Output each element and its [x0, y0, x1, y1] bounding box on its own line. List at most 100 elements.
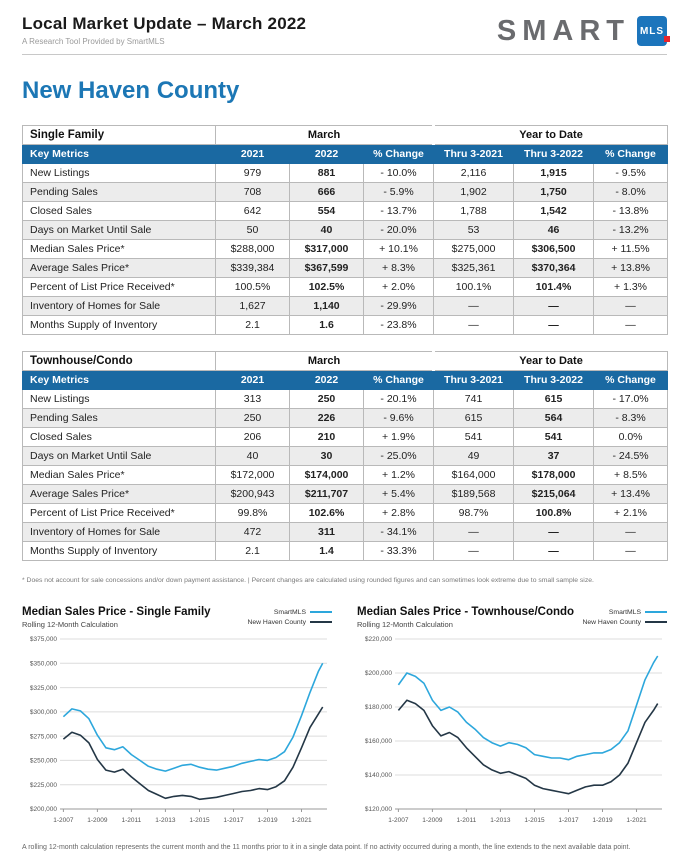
legend-item-smartmls: SmartMLS [247, 607, 332, 617]
report-title-block: Local Market Update – March 2022 A Resea… [22, 14, 306, 46]
value-cell: 250 [215, 408, 290, 428]
table-row: Days on Market Until Sale 50 40- 20.0% 53 46… [22, 220, 669, 240]
value-cell: 0.0% [593, 427, 669, 447]
legend-line-swatch [645, 611, 667, 613]
legend-label: SmartMLS [608, 608, 641, 616]
metric-name-cell: Median Sales Price* [22, 239, 216, 259]
value-cell: 313 [215, 389, 290, 409]
svg-text:$225,000: $225,000 [30, 782, 57, 789]
svg-text:$350,000: $350,000 [30, 661, 57, 668]
column-header: Thru 3-2022 [513, 144, 595, 164]
value-cell: + 13.4% [593, 484, 669, 504]
logo-mls-box: MLS [637, 16, 670, 46]
value-cell: + 2.1% [593, 503, 669, 523]
table-row: New Listings 313 250- 20.1% 741 615- 17.0% [22, 389, 669, 409]
smartmls-logo: SMART MLS [497, 16, 670, 46]
bottom-footnote: A rolling 12-month calculation represent… [22, 844, 631, 851]
column-header: % Change [362, 144, 435, 164]
value-cell: 1,542 [513, 201, 595, 221]
svg-text:$275,000: $275,000 [30, 733, 57, 740]
column-header: % Change [362, 370, 435, 390]
svg-text:1-2015: 1-2015 [524, 817, 545, 824]
table-row: Days on Market Until Sale 40 30- 25.0% 49 37… [22, 446, 669, 466]
table-row: Pending Sales 708 666- 5.9% 1,902 1,750- 8.0… [22, 182, 669, 202]
svg-text:$140,000: $140,000 [365, 772, 392, 779]
value-cell: 46 [513, 220, 595, 240]
value-cell: 2,116 [433, 163, 515, 183]
svg-text:$200,000: $200,000 [30, 806, 57, 813]
chart-canvas: $120,000 $140,000 $160,000 $180,000 $200,000… [365, 636, 662, 824]
value-cell: 100.1% [433, 277, 515, 297]
legend-line-swatch [645, 621, 667, 623]
table-section-title: Single Family [22, 125, 216, 145]
chart-median-sales-price-single-family: Median Sales Price - Single Family Rollin… [22, 606, 332, 830]
group-header-ytd: Year to Date [432, 351, 669, 371]
value-cell: — [433, 296, 515, 316]
value-cell: 206 [215, 427, 290, 447]
value-cell: 708 [215, 182, 290, 202]
value-cell: - 9.6% [362, 408, 435, 428]
metric-name-cell: Closed Sales [22, 201, 216, 221]
value-cell: 1,627 [215, 296, 290, 316]
value-cell: - 20.1% [362, 389, 435, 409]
value-cell: - 10.0% [362, 163, 435, 183]
value-cell: - 8.3% [593, 408, 669, 428]
value-cell: 102.6% [289, 503, 364, 523]
metric-name-cell: Percent of List Price Received* [22, 503, 216, 523]
value-cell: + 1.9% [362, 427, 435, 447]
tables-section: Single Family March Year to Date Key Metric… [22, 125, 669, 561]
svg-text:1-2007: 1-2007 [53, 817, 74, 824]
table-row: Inventory of Homes for Sale 1,627 1,140- 2… [22, 296, 669, 316]
column-header: % Change [593, 370, 669, 390]
svg-text:1-2007: 1-2007 [388, 817, 409, 824]
svg-text:$160,000: $160,000 [365, 738, 392, 745]
value-cell: + 2.0% [362, 277, 435, 297]
series-line-smartmls [62, 662, 324, 772]
value-cell: 1,140 [289, 296, 364, 316]
legend-label: New Haven County [582, 618, 641, 626]
value-cell: 49 [433, 446, 515, 466]
svg-text:1-2019: 1-2019 [592, 817, 613, 824]
value-cell: 979 [215, 163, 290, 183]
report-title: Local Market Update – March 2022 [22, 14, 307, 33]
value-cell: 40 [215, 446, 290, 466]
value-cell: 311 [289, 522, 364, 542]
metric-name-cell: Closed Sales [22, 427, 216, 447]
value-cell: 615 [513, 389, 595, 409]
chart-header: Median Sales Price - Townhouse/Condo Roll… [357, 606, 667, 629]
column-header: % Change [593, 144, 669, 164]
single-family-table: Single Family March Year to Date Key Metric… [22, 125, 669, 335]
value-cell: - 34.1% [362, 522, 435, 542]
value-cell: + 5.4% [362, 484, 435, 504]
table-row: Percent of List Price Received* 99.8% 102.… [22, 503, 669, 523]
value-cell: 541 [513, 427, 595, 447]
legend-item-new-haven-county: New Haven County [247, 617, 332, 627]
value-cell: - 5.9% [362, 182, 435, 202]
value-cell: - 13.8% [593, 201, 669, 221]
svg-text:1-2011: 1-2011 [122, 817, 142, 824]
svg-text:$250,000: $250,000 [30, 758, 57, 765]
group-header-ytd: Year to Date [432, 125, 669, 145]
value-cell: $339,384 [215, 258, 290, 278]
value-cell: 226 [289, 408, 364, 428]
column-header: Thru 3-2022 [513, 370, 595, 390]
chart-header: Median Sales Price - Single Family Rollin… [22, 606, 332, 629]
value-cell: — [433, 541, 515, 561]
value-cell: 1,750 [513, 182, 595, 202]
value-cell: + 2.8% [362, 503, 435, 523]
metric-name-cell: Inventory of Homes for Sale [22, 522, 216, 542]
value-cell: $317,000 [289, 239, 364, 259]
value-cell: 100.5% [215, 277, 290, 297]
value-cell: - 13.7% [362, 201, 435, 221]
legend-line-swatch [310, 621, 332, 623]
value-cell: 1,788 [433, 201, 515, 221]
value-cell: 1,902 [433, 182, 515, 202]
value-cell: $174,000 [289, 465, 364, 485]
value-cell: — [433, 315, 515, 335]
value-cell: — [433, 522, 515, 542]
value-cell: - 29.9% [362, 296, 435, 316]
table-row: Months Supply of Inventory 2.1 1.4- 33.3% —… [22, 541, 669, 561]
value-cell: — [593, 541, 669, 561]
value-cell: + 13.8% [593, 258, 669, 278]
